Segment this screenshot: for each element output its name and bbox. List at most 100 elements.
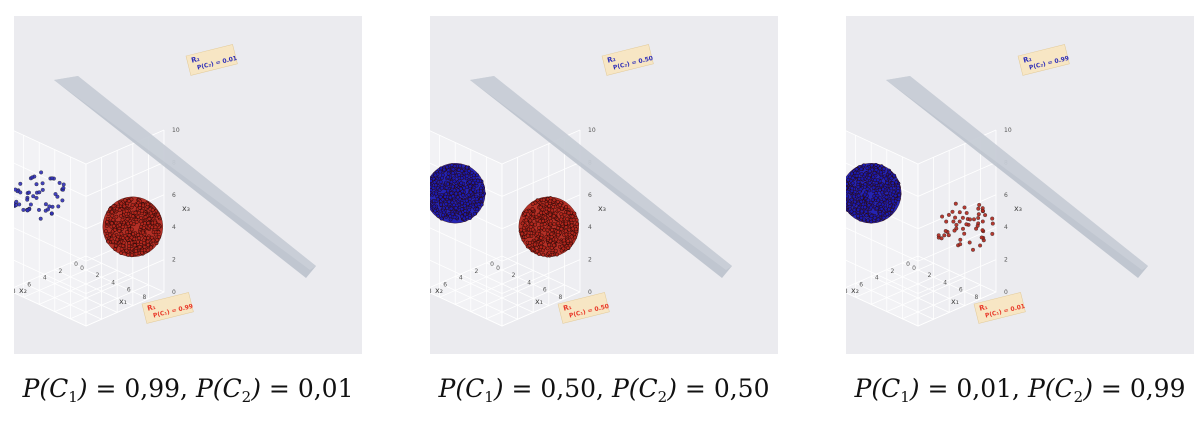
data-point (556, 208, 561, 213)
data-point (896, 197, 901, 202)
data-point (530, 216, 535, 221)
tick-label-z: 4 (1004, 224, 1008, 231)
data-point (863, 182, 868, 187)
data-point (454, 191, 458, 196)
data-point (120, 217, 125, 222)
data-point (960, 215, 965, 220)
data-point (146, 236, 151, 240)
data-point (881, 215, 886, 220)
data-point (863, 172, 868, 177)
tick-label-x: 8 (974, 294, 978, 301)
annotation-box (1017, 44, 1070, 76)
scatter-3d-plot-3: 000222444666888101010x₁x₂x₃R₁P(C₁) = 0.0… (846, 44, 1148, 327)
data-point (446, 171, 451, 176)
data-point (14, 187, 18, 192)
data-point (520, 221, 525, 226)
data-point (475, 178, 480, 183)
data-point (430, 203, 431, 207)
caption-3: P(C1) = 0,01, P(C2) = 0,99 (854, 374, 1186, 406)
tick-label-z: 10 (1004, 127, 1012, 134)
data-point (867, 169, 872, 174)
data-point (479, 197, 484, 202)
data-point (967, 217, 972, 222)
data-point (559, 206, 564, 211)
tick-label-z: 6 (172, 192, 176, 199)
data-point (533, 222, 538, 227)
data-point (442, 167, 447, 172)
data-point (856, 201, 861, 206)
tick-label-x: 4 (111, 279, 115, 286)
tick-label-y: 0 (906, 261, 910, 268)
data-point (864, 213, 869, 218)
data-point (476, 189, 481, 194)
panel-1: 000222444666888101010x₁x₂x₃R₁P(C₁) = 0.9… (14, 16, 362, 354)
data-point (851, 194, 856, 199)
data-point (432, 204, 437, 209)
data-point (140, 230, 145, 235)
data-point (113, 243, 118, 248)
data-point (472, 211, 477, 216)
data-point (453, 206, 458, 210)
data-point (111, 217, 116, 222)
data-point (550, 208, 555, 213)
data-point (466, 192, 471, 197)
data-point (458, 186, 463, 191)
data-point (879, 175, 884, 180)
data-point (544, 202, 549, 207)
data-point (432, 180, 437, 185)
data-point (849, 171, 854, 176)
data-point (555, 199, 560, 204)
data-point (971, 217, 976, 222)
tick-label-z: 0 (588, 289, 592, 296)
data-point (461, 193, 466, 198)
data-point (145, 248, 150, 253)
data-point (978, 243, 983, 248)
data-point (439, 202, 443, 207)
data-point (953, 201, 958, 206)
data-point (954, 222, 959, 227)
series-c2 (14, 170, 66, 221)
data-point (131, 222, 136, 227)
data-point (874, 181, 879, 186)
data-point (872, 171, 877, 175)
data-point (967, 240, 972, 245)
data-point (877, 166, 882, 171)
data-point (450, 212, 455, 217)
caption-1-p2-value: 0,01 (297, 374, 354, 403)
data-point (156, 212, 160, 217)
data-point (465, 201, 470, 206)
annotation-r2: R₂P(C₂) = 0.01 (185, 44, 238, 76)
data-point (438, 195, 443, 200)
data-point (884, 176, 889, 181)
gridline-x (430, 255, 503, 288)
data-point (879, 183, 883, 188)
data-point (465, 165, 469, 170)
data-point (549, 245, 554, 250)
tick-label-z: 4 (588, 224, 592, 231)
data-point (28, 202, 33, 207)
data-point (450, 184, 455, 189)
data-point (871, 185, 876, 190)
data-point (542, 245, 546, 250)
data-point (850, 176, 855, 181)
tick-label-z: 2 (588, 257, 592, 264)
data-point (463, 208, 468, 213)
z-axis-label: x₃ (182, 204, 190, 213)
data-point (105, 220, 109, 224)
data-point (143, 215, 148, 220)
data-point (115, 237, 120, 242)
data-point (130, 203, 135, 208)
data-point (865, 186, 870, 191)
data-point (846, 189, 850, 194)
data-point (129, 227, 134, 232)
data-point (455, 188, 460, 193)
data-point (17, 202, 22, 207)
data-point (530, 201, 535, 206)
data-point (126, 221, 131, 226)
data-point (439, 166, 443, 171)
tick-label-y: 6 (859, 281, 863, 288)
tick-label-z: 2 (1004, 257, 1008, 264)
data-point (445, 182, 450, 186)
tick-label-y: 2 (58, 268, 62, 275)
series-c2 (846, 162, 902, 224)
